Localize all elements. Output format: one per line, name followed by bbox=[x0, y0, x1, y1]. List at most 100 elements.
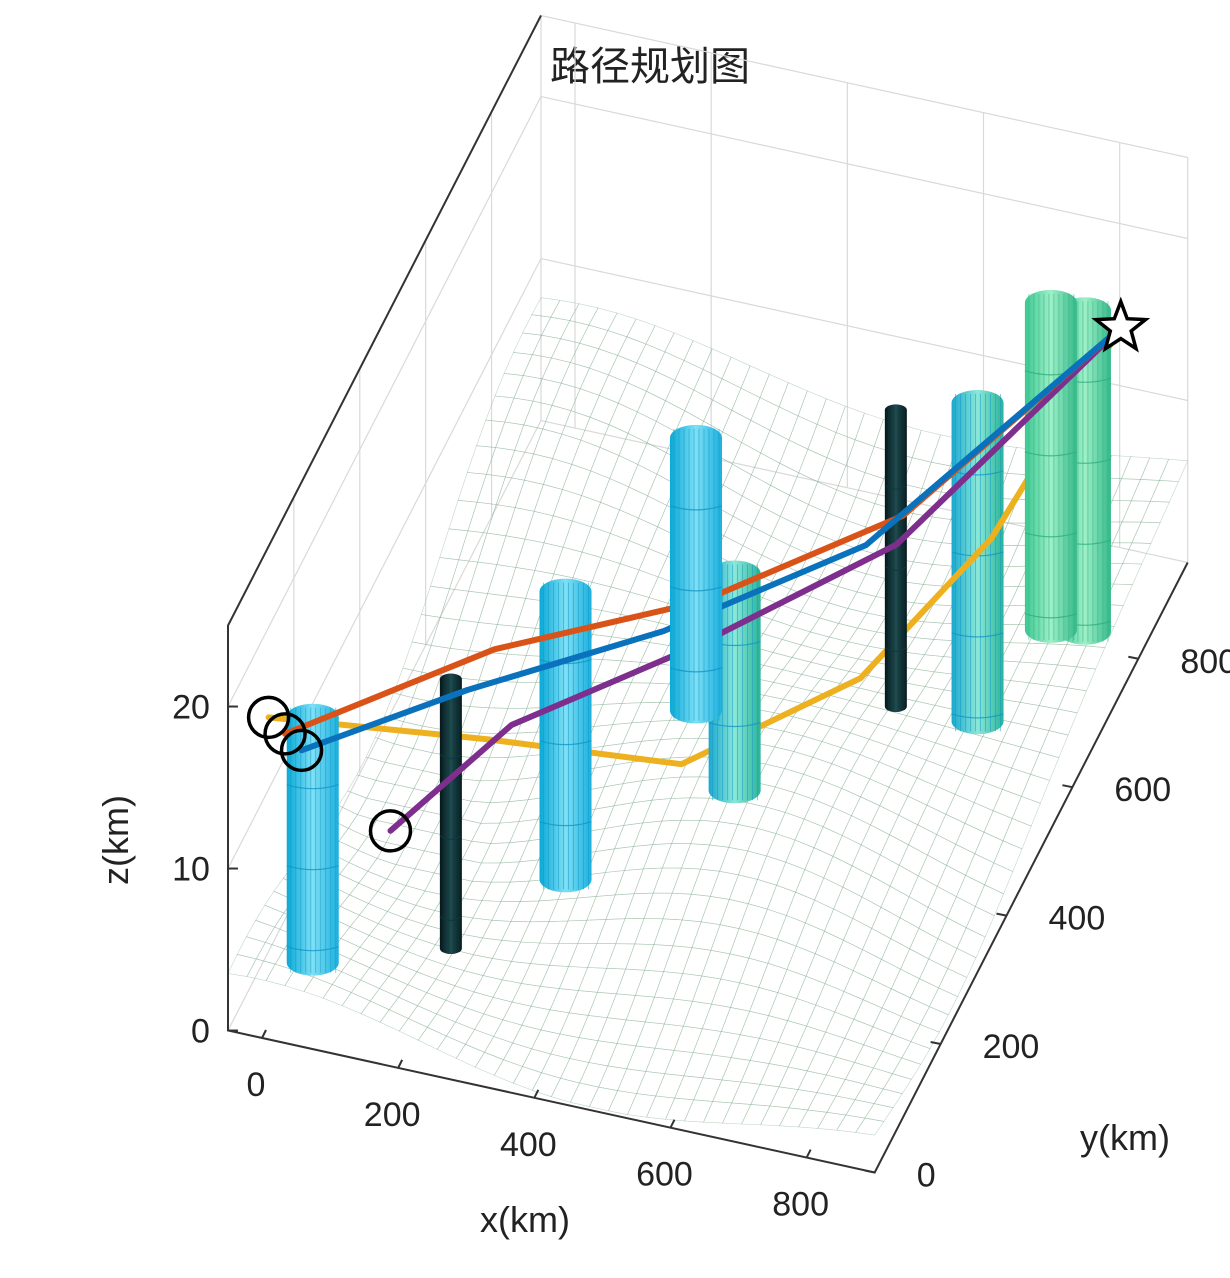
terrain-cell bbox=[844, 1062, 874, 1085]
terrain-cell bbox=[417, 1026, 447, 1050]
terrain-cell bbox=[900, 997, 930, 1025]
terrain-cell bbox=[529, 899, 559, 923]
obstacle-cylinder bbox=[951, 389, 1004, 735]
terrain-cell bbox=[917, 804, 947, 835]
terrain-cell bbox=[560, 1058, 590, 1084]
terrain-cell bbox=[840, 732, 870, 755]
y-tick-label: 600 bbox=[1114, 771, 1171, 809]
terrain-cell bbox=[398, 1018, 428, 1041]
cylinder-ring bbox=[439, 835, 463, 841]
terrain-cell bbox=[640, 682, 670, 704]
terrain-cell bbox=[800, 631, 830, 651]
terrain-cell bbox=[880, 885, 910, 919]
terrain-cell bbox=[918, 906, 948, 940]
terrain-cell bbox=[815, 1031, 846, 1058]
terrain-cell bbox=[738, 850, 768, 880]
x-tick-label: 600 bbox=[636, 1156, 693, 1194]
terrain-cell bbox=[803, 798, 833, 828]
terrain-cell bbox=[873, 1051, 903, 1075]
terrain-cell bbox=[858, 705, 889, 725]
terrain-cell bbox=[776, 861, 806, 893]
terrain-cell bbox=[928, 987, 959, 1016]
terrain-cell bbox=[786, 891, 815, 924]
terrain-cell bbox=[835, 405, 865, 441]
terrain-cell bbox=[322, 984, 352, 1006]
terrain-cell bbox=[914, 654, 945, 673]
x-tick-mark bbox=[397, 1059, 404, 1069]
terrain-cell bbox=[873, 1088, 903, 1109]
terrain-cell bbox=[915, 686, 945, 706]
terrain-cell bbox=[617, 382, 647, 413]
terrain-cell bbox=[805, 899, 834, 932]
terrain-cell bbox=[814, 930, 844, 963]
terrain-cell bbox=[811, 707, 841, 728]
terrain-cell bbox=[897, 752, 927, 779]
terrain-cell bbox=[417, 992, 447, 1015]
terrain-cell bbox=[787, 998, 817, 1027]
terrain-cell bbox=[828, 586, 858, 609]
terrain-cell bbox=[737, 802, 767, 829]
terrain-cell bbox=[350, 979, 380, 1002]
terrain-cell bbox=[798, 448, 828, 483]
terrain-cell bbox=[436, 999, 466, 1023]
terrain-cell bbox=[683, 340, 713, 370]
terrain-cell bbox=[636, 390, 666, 422]
path-blue bbox=[298, 324, 1124, 754]
terrain-cell bbox=[571, 439, 601, 472]
terrain-cell bbox=[608, 402, 638, 434]
terrain-cell bbox=[964, 802, 994, 833]
terrain-cell bbox=[804, 847, 834, 879]
terrain-cell bbox=[633, 867, 663, 895]
terrain-cell bbox=[358, 903, 388, 924]
cylinder-ring bbox=[884, 565, 908, 572]
terrain-cell bbox=[956, 927, 986, 959]
terrain-cell bbox=[439, 528, 469, 561]
terrain-cell bbox=[623, 799, 653, 826]
terrain-cell bbox=[494, 373, 524, 399]
terrain-cell bbox=[337, 790, 368, 815]
terrain-cell bbox=[474, 1013, 504, 1037]
terrain-cell bbox=[806, 1004, 836, 1033]
terrain-cell bbox=[1000, 680, 1030, 703]
terrain-cell bbox=[416, 958, 446, 980]
terrain-cell bbox=[503, 1042, 533, 1067]
terrain-cell bbox=[722, 409, 752, 443]
terrain-cell bbox=[731, 387, 761, 421]
terrain-cell bbox=[1001, 721, 1031, 748]
terrain-cell bbox=[577, 919, 607, 945]
terrain-cell bbox=[508, 776, 538, 803]
terrain-cell bbox=[944, 748, 975, 776]
terrain-cell bbox=[906, 736, 936, 761]
terrain-cell bbox=[838, 608, 868, 629]
terrain-cell bbox=[836, 465, 866, 498]
terrain-cell bbox=[723, 515, 753, 547]
y-tick-mark bbox=[1128, 655, 1139, 660]
terrain-cell bbox=[492, 979, 522, 1003]
start-marker bbox=[368, 809, 413, 853]
terrain-cell bbox=[533, 484, 563, 517]
terrain-cell bbox=[817, 512, 847, 543]
terrain-cell bbox=[975, 884, 1004, 917]
terrain-cell bbox=[757, 908, 787, 940]
terrain-cell bbox=[899, 896, 929, 929]
terrain-cell bbox=[524, 453, 553, 485]
terrain-cell bbox=[802, 721, 832, 742]
terrain-cell bbox=[347, 774, 377, 799]
terrain-cell bbox=[349, 914, 379, 936]
terrain-cell bbox=[772, 669, 803, 687]
terrain-cell bbox=[820, 666, 850, 684]
terrain-cell bbox=[655, 400, 685, 433]
terrain-cell bbox=[762, 619, 792, 640]
terrain-cell bbox=[255, 904, 285, 928]
cylinder-ring bbox=[539, 659, 592, 665]
terrain-cell bbox=[426, 978, 456, 1001]
terrain-cell bbox=[348, 849, 378, 872]
terrain-cell bbox=[645, 325, 675, 353]
terrain-cell bbox=[847, 627, 878, 647]
terrain-cell bbox=[859, 738, 889, 763]
terrain-cell bbox=[589, 395, 619, 426]
cylinder-body bbox=[884, 404, 907, 713]
terrain-cell bbox=[732, 495, 762, 527]
terrain-cell bbox=[998, 565, 1029, 588]
terrain-cell bbox=[407, 1005, 438, 1028]
